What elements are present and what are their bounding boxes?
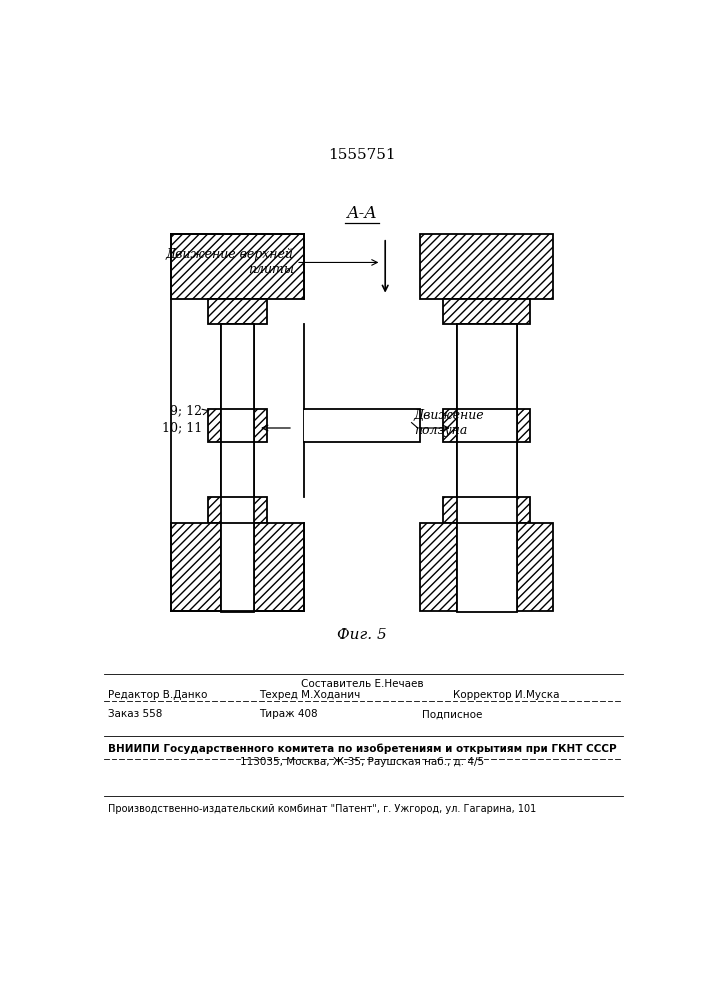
Text: Тираж 408: Тираж 408 [259,709,317,719]
Polygon shape [457,324,517,611]
Text: Производственно-издательский комбинат "Патент", г. Ужгород, ул. Гагарина, 101: Производственно-издательский комбинат "П… [107,804,536,814]
Polygon shape [304,410,305,441]
Text: Заказ 558: Заказ 558 [107,709,162,719]
Polygon shape [221,409,255,442]
Polygon shape [221,523,255,612]
Text: Составитель Е.Нечаев: Составитель Е.Нечаев [300,679,423,689]
Polygon shape [517,409,530,442]
Text: А-А: А-А [346,205,378,222]
Polygon shape [443,299,530,324]
Text: 9; 12: 9; 12 [170,405,202,418]
Text: Корректор И.Муска: Корректор И.Муска [452,690,559,700]
Text: 113035, Москва, Ж-35, Раушская наб., д. 4/5: 113035, Москва, Ж-35, Раушская наб., д. … [240,757,484,767]
Text: 1555751: 1555751 [328,148,396,162]
Polygon shape [457,523,517,612]
Text: Фиг. 5: Фиг. 5 [337,628,387,642]
Polygon shape [420,523,554,611]
Polygon shape [443,409,457,442]
Polygon shape [443,497,530,523]
Polygon shape [221,324,255,497]
Polygon shape [171,234,304,299]
Text: ВНИИПИ Государственного комитета по изобретениям и открытиям при ГКНТ СССР: ВНИИПИ Государственного комитета по изоб… [107,743,617,754]
Text: Подписное: Подписное [421,709,482,719]
Text: Редактор В.Данко: Редактор В.Данко [107,690,207,700]
Text: Техред М.Ходанич: Техред М.Ходанич [259,690,360,700]
Polygon shape [171,523,304,611]
Text: 10; 11: 10; 11 [162,422,202,434]
Text: Движение верхней
плиты: Движение верхней плиты [166,248,293,276]
Polygon shape [457,324,517,497]
Polygon shape [221,324,255,611]
Polygon shape [208,299,267,324]
Polygon shape [420,234,554,299]
Polygon shape [457,409,517,442]
Text: Движение
ползуна: Движение ползуна [414,409,484,437]
Polygon shape [255,409,267,442]
Polygon shape [304,409,420,442]
Polygon shape [208,409,221,442]
Polygon shape [208,497,267,523]
